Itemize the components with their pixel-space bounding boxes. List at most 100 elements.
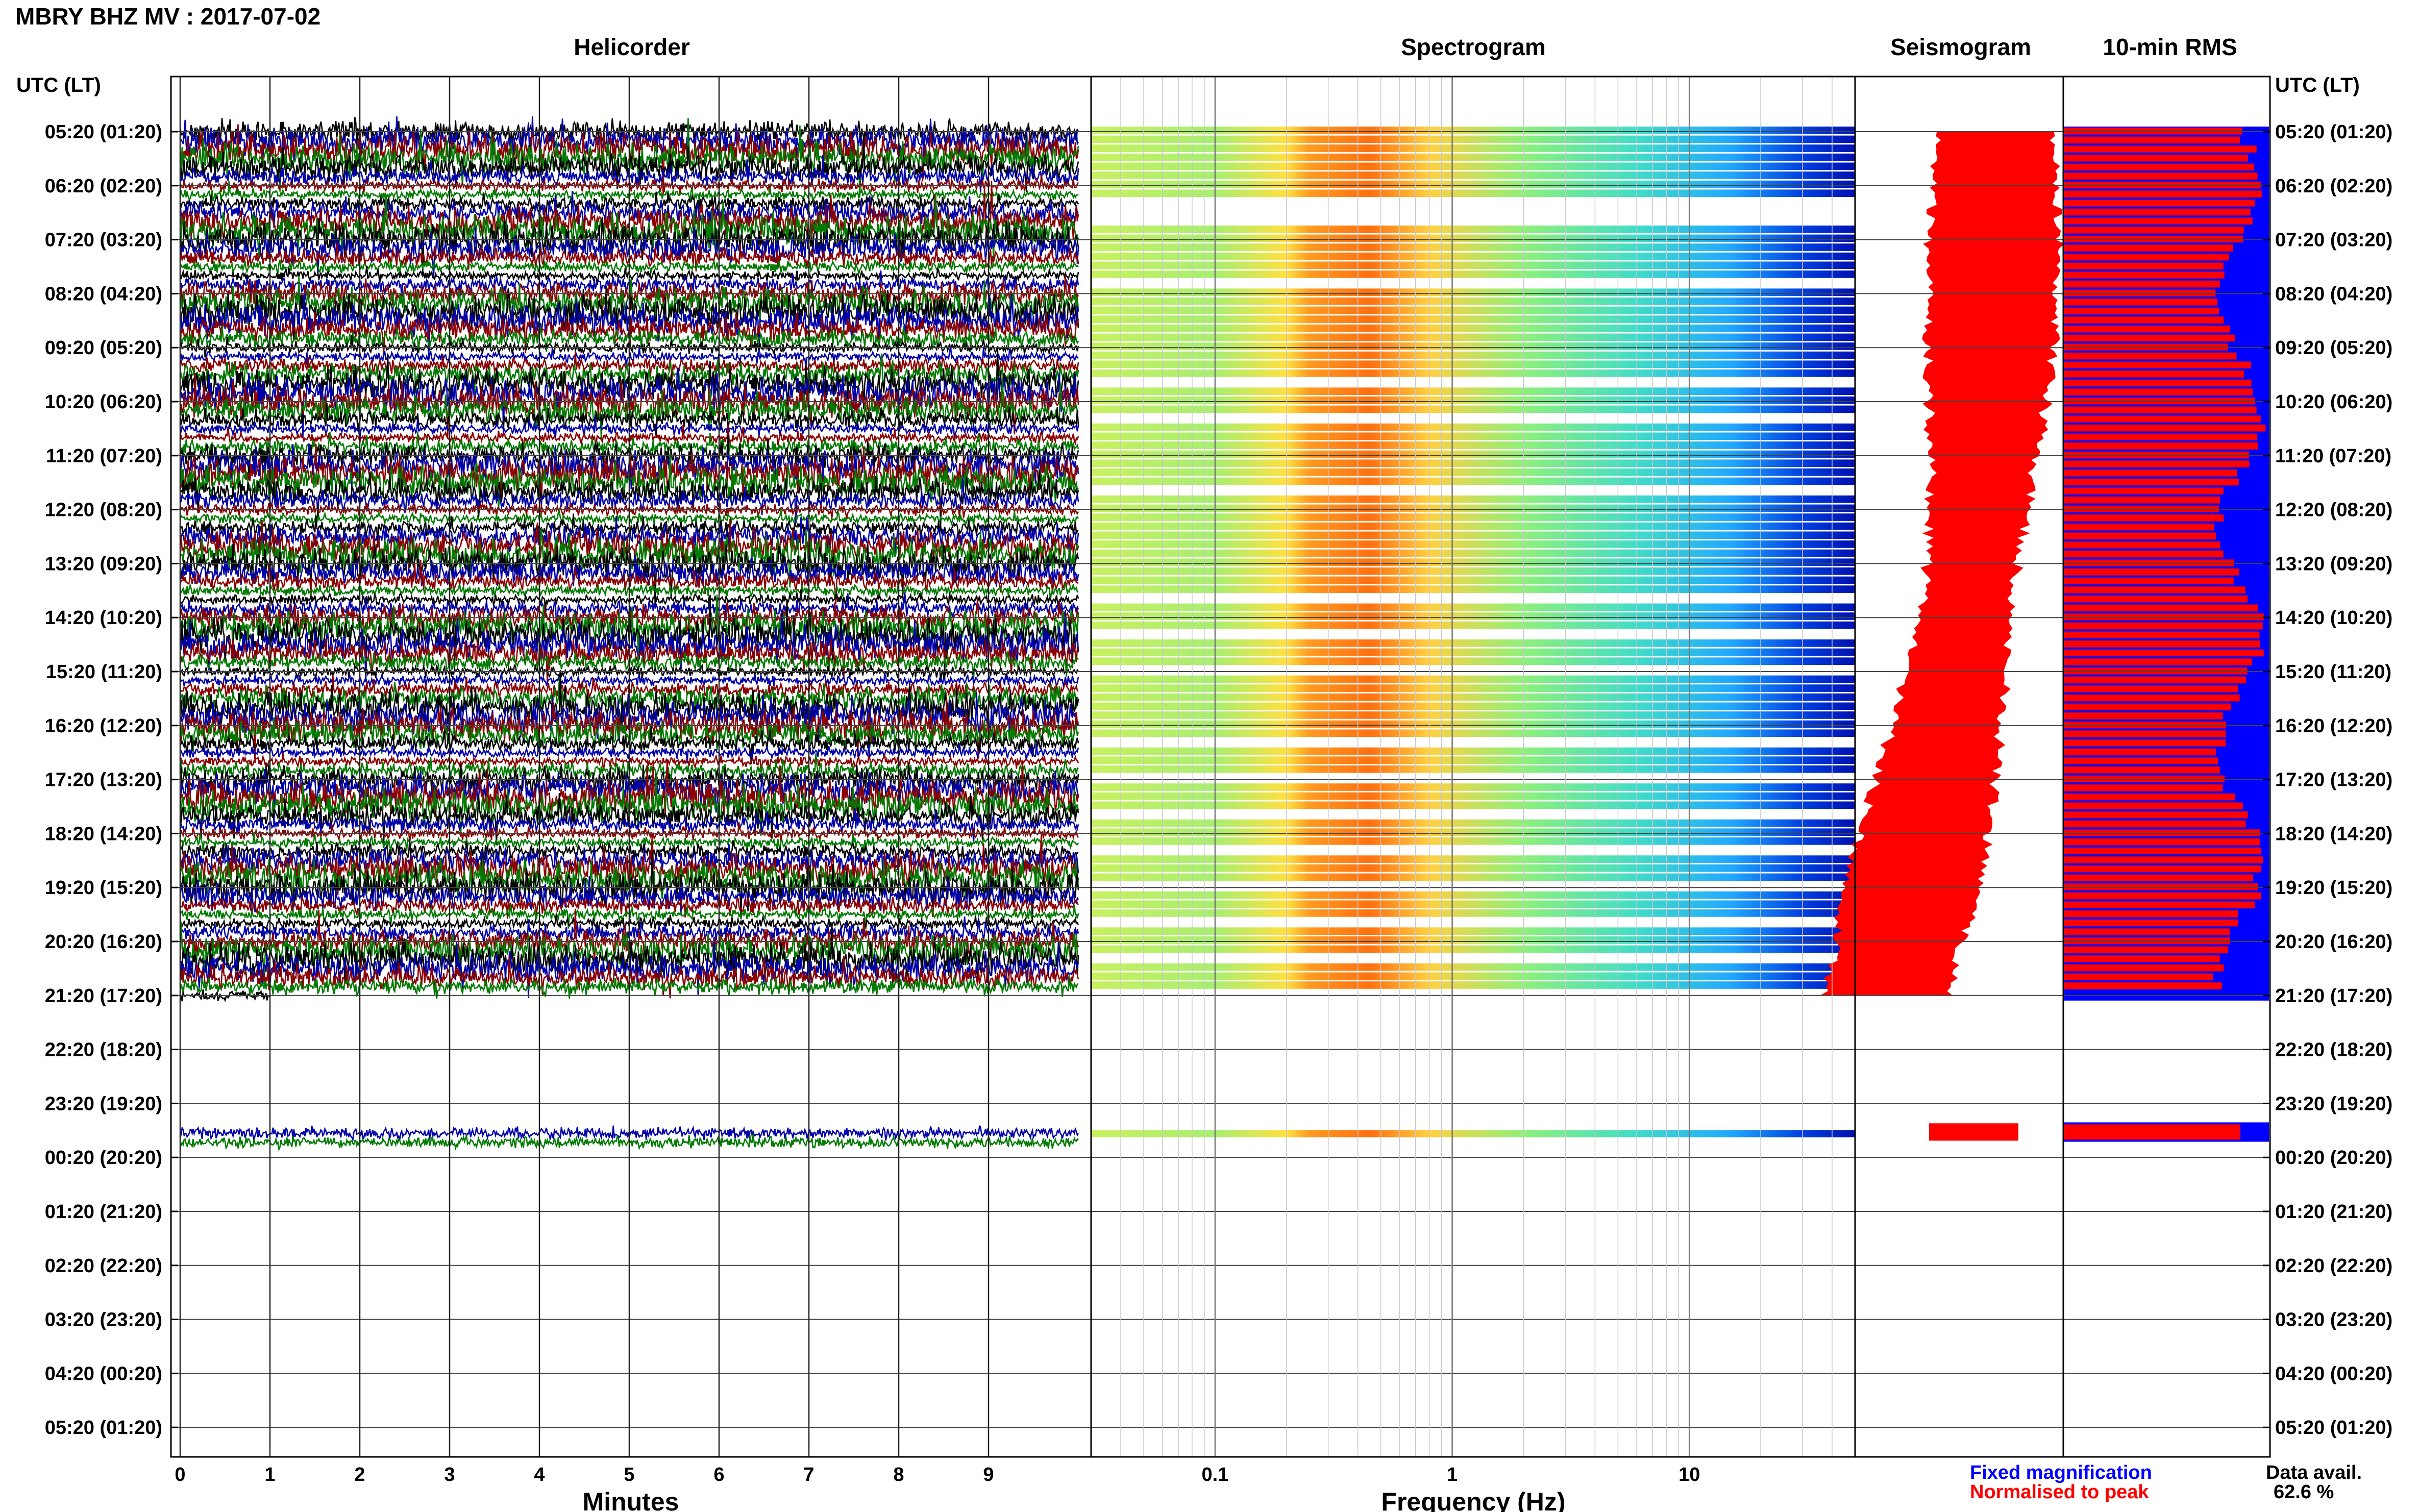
rms-bar [2064,604,2258,612]
left-time-tick-label: 19:20 (15:20) [45,877,162,899]
rms-bar [2064,676,2246,684]
spectrogram-row [1091,405,1855,413]
left-time-tick-label: 00:20 (20:20) [45,1147,162,1169]
spectrogram-row [1091,765,1855,773]
spectrogram-row [1091,756,1855,764]
rms-bar [2064,946,2228,954]
spectrogram-row [1091,477,1855,485]
rms-bar [2064,280,2220,288]
rms-bar [2064,235,2243,243]
spectrogram-row [1091,298,1855,305]
legend-fixed-magnification: Fixed magnification [1970,1462,2152,1483]
right-time-tick-label: 02:20 (22:20) [2275,1255,2392,1277]
right-time-tick-label: 07:20 (03:20) [2275,230,2392,251]
rms-bar [2064,433,2258,441]
spectrogram-row [1091,1130,1855,1137]
rms-bar [2064,352,2237,360]
rms-bar [2064,550,2224,558]
rms-bar [2064,964,2224,972]
spectrogram-row [1091,621,1855,629]
rms-bar [2064,200,2255,207]
spectrogram-row [1091,441,1855,449]
left-time-tick-label: 18:20 (14:20) [45,823,162,845]
rms-bar [2064,163,2255,171]
rms-bar [2064,172,2258,180]
right-time-tick-label: 16:20 (12:20) [2275,715,2392,737]
rms-bar [2064,739,2226,747]
rms-bar [2064,271,2225,279]
spectrogram-row [1091,819,1855,827]
rms-frame [2062,76,2271,1458]
left-time-tick-label: 15:20 (11:20) [46,661,162,683]
right-time-tick-label: 05:20 (01:20) [2275,1417,2392,1439]
spectrogram-row [1091,315,1855,323]
spectrogram-row [1091,972,1855,980]
spectrogram-row [1091,450,1855,458]
spectrogram-row [1091,783,1855,791]
left-time-tick-label: 22:20 (18:20) [45,1039,162,1061]
left-time-tick-label: 03:20 (23:20) [45,1309,162,1331]
spectrogram-row [1091,153,1855,161]
spectrogram-row [1091,576,1855,584]
spectrogram-row [1091,873,1855,881]
data-availability-value: 62.6 % [2274,1481,2334,1503]
rms-bar [2064,226,2244,234]
rms-bar [2064,712,2223,720]
left-time-tick-label: 07:20 (03:20) [45,230,162,251]
rms-bar [2064,874,2253,882]
rms-bar [2064,523,2214,531]
spectrogram-row [1091,189,1855,197]
spectrogram-row [1091,855,1855,863]
left-time-tick-label: 11:20 (07:20) [46,445,162,467]
spectrogram-row [1091,747,1855,755]
rms-bar [2064,379,2252,387]
spectrogram-row [1091,675,1855,683]
spectrogram-row [1091,729,1855,737]
rms-bar [2064,685,2238,692]
spectrogram-row [1091,540,1855,548]
spectrogram-row [1091,927,1855,935]
spectrogram-row [1091,306,1855,314]
rms-bar [2064,398,2256,405]
rms-bar [2064,838,2260,846]
rms-bar [2064,406,2257,414]
spectrogram-row [1091,603,1855,611]
spectrogram-row [1091,720,1855,728]
figure-title: MBRY BHZ MV : 2017-07-02 [15,3,320,30]
right-time-tick-label: 03:20 (23:20) [2275,1309,2392,1331]
minute-tick-label: 6 [713,1464,724,1485]
rms-bar [2064,253,2229,261]
rms-bar [2064,299,2218,306]
spectrogram-row [1091,333,1855,341]
rms-bar [2064,343,2228,351]
spectrogram-row [1091,387,1855,395]
right-time-tick-label: 01:20 (21:20) [2275,1201,2392,1223]
left-axis-label: UTC (LT) [16,74,101,96]
left-time-tick-label: 21:20 (17:20) [45,985,162,1007]
right-time-tick-label: 10:20 (06:20) [2275,391,2392,413]
left-time-tick-label: 14:20 (10:20) [45,607,162,629]
rms-bar [2064,505,2219,513]
frequency-tick-label: 10 [1679,1464,1700,1485]
rms-bar [2064,793,2235,801]
minute-tick-label: 0 [175,1464,185,1485]
rms-bar [2064,208,2251,216]
rms-bar [2064,361,2251,369]
spectrogram-row [1091,252,1855,260]
rms-bar [2064,757,2218,764]
left-time-tick-label: 04:20 (00:20) [45,1363,162,1384]
right-time-tick-label: 11:20 (07:20) [2275,445,2391,467]
spectrogram-row [1091,396,1855,404]
right-time-tick-label: 15:20 (11:20) [2275,661,2391,683]
spectrogram-row [1091,504,1855,512]
rms-bars [2064,127,2269,1142]
rms-bar [2064,190,2262,198]
rms-bar [2064,775,2225,783]
right-time-tick-label: 20:20 (16:20) [2275,931,2392,953]
left-time-tick-label: 08:20 (04:20) [45,283,162,305]
minute-tick-label: 8 [893,1464,904,1485]
right-time-tick-label: 08:20 (04:20) [2275,283,2392,305]
spectrogram-row [1091,981,1855,989]
right-time-tick-label: 19:20 (15:20) [2275,877,2392,899]
minute-tick-label: 4 [534,1464,545,1485]
